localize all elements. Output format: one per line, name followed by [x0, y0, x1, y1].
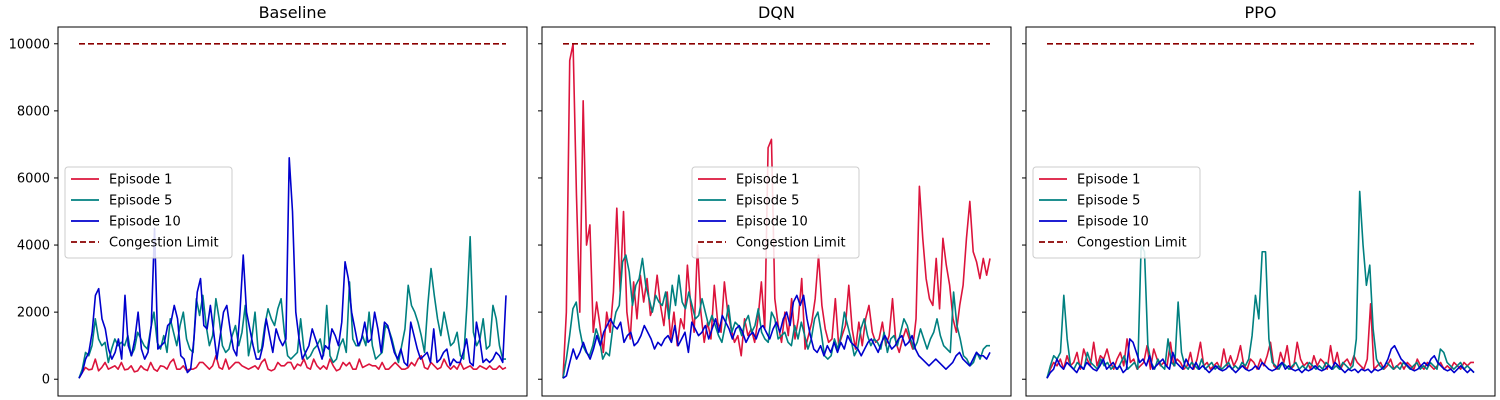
legend-label: Episode 10: [109, 215, 181, 230]
legend-label: Episode 5: [109, 194, 172, 209]
plot-area: [1046, 42, 1475, 379]
y-tick-label: 8000: [17, 104, 50, 119]
legend-label: Congestion Limit: [1077, 236, 1187, 251]
legend: Episode 1 Episode 5 Episode 10 Congestion L…: [64, 166, 233, 259]
panel-title: Baseline: [259, 3, 327, 22]
plot-area: [78, 42, 507, 379]
legend-box: [691, 166, 860, 259]
legend-label: Congestion Limit: [736, 236, 846, 251]
series-line-episode-10: [1046, 338, 1475, 379]
y-tick-label: 6000: [17, 171, 50, 186]
y-tick-label: 0: [42, 373, 50, 388]
series-line-episode-1: [1046, 302, 1474, 379]
series-line-episode-10: [562, 294, 991, 379]
legend-label: Episode 10: [736, 215, 808, 230]
legend-label: Episode 10: [1077, 215, 1149, 230]
series-line-episode-1: [562, 42, 991, 379]
legend-box: [64, 166, 233, 259]
series-line-episode-10: [78, 157, 507, 379]
panel-title: DQN: [758, 3, 795, 22]
legend-label: Congestion Limit: [109, 236, 219, 251]
panel-title: PPO: [1245, 3, 1277, 22]
plot-area: [562, 42, 991, 379]
y-tick-label: 2000: [17, 306, 50, 321]
y-tick-label: 4000: [17, 239, 50, 254]
axes-frame: [541, 26, 1012, 397]
legend-box: [1032, 166, 1201, 259]
chart-panel-2: DQN Episode 1 Episode 5 Episode 10 Congestio…: [538, 3, 1012, 397]
chart-panel-3: PPO Episode 1 Episode 5 Episode 10 Congestio…: [1022, 3, 1496, 397]
y-tick-label: 10000: [9, 37, 50, 52]
series-line-episode-1: [78, 354, 507, 379]
series-line-episode-5: [562, 254, 990, 379]
axes-frame: [1025, 26, 1496, 397]
legend-label: Episode 1: [109, 173, 172, 188]
legend: Episode 1 Episode 5 Episode 10 Congestion L…: [1032, 166, 1201, 259]
legend-label: Episode 5: [736, 194, 799, 209]
legend-label: Episode 1: [736, 173, 799, 188]
legend-label: Episode 1: [1077, 173, 1140, 188]
axes-frame: [57, 26, 528, 397]
legend: Episode 1 Episode 5 Episode 10 Congestion L…: [691, 166, 860, 259]
legend-label: Episode 5: [1077, 194, 1140, 209]
